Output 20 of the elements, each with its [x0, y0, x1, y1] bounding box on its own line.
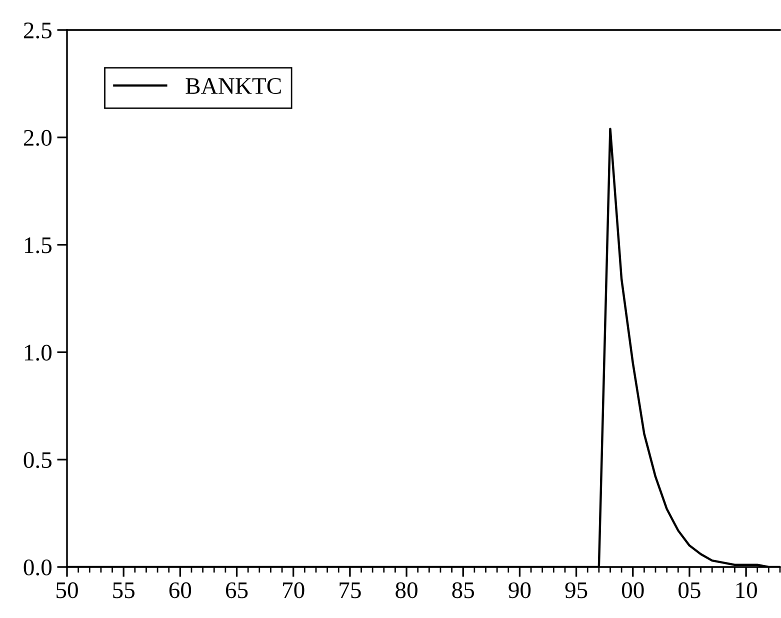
- x-tick-label: 05: [678, 582, 700, 598]
- y-tick-label: 0.0: [24, 559, 52, 576]
- y-tick-label: 2.5: [24, 22, 52, 39]
- y-tick-label: 1.5: [24, 237, 52, 254]
- x-tick-label: 80: [396, 582, 418, 598]
- legend-label: BANKTC: [186, 78, 281, 94]
- x-tick-label: 95: [565, 582, 588, 598]
- y-tick-label: 1.0: [24, 344, 52, 361]
- x-tick-label: 90: [508, 582, 531, 598]
- x-tick-label: 55: [113, 582, 134, 598]
- x-tick-label: 85: [452, 582, 474, 598]
- x-tick-label: 70: [283, 582, 304, 598]
- y-tick-label: 0.5: [24, 452, 52, 468]
- x-tick-label: 75: [340, 582, 361, 598]
- x-tick-label: 65: [226, 582, 248, 598]
- x-tick-label: 50: [56, 582, 78, 598]
- x-tick-label: 60: [169, 582, 192, 598]
- y-tick-label: 2.0: [24, 130, 52, 146]
- x-tick-label: 10: [736, 582, 757, 598]
- x-tick-label: 00: [622, 582, 644, 598]
